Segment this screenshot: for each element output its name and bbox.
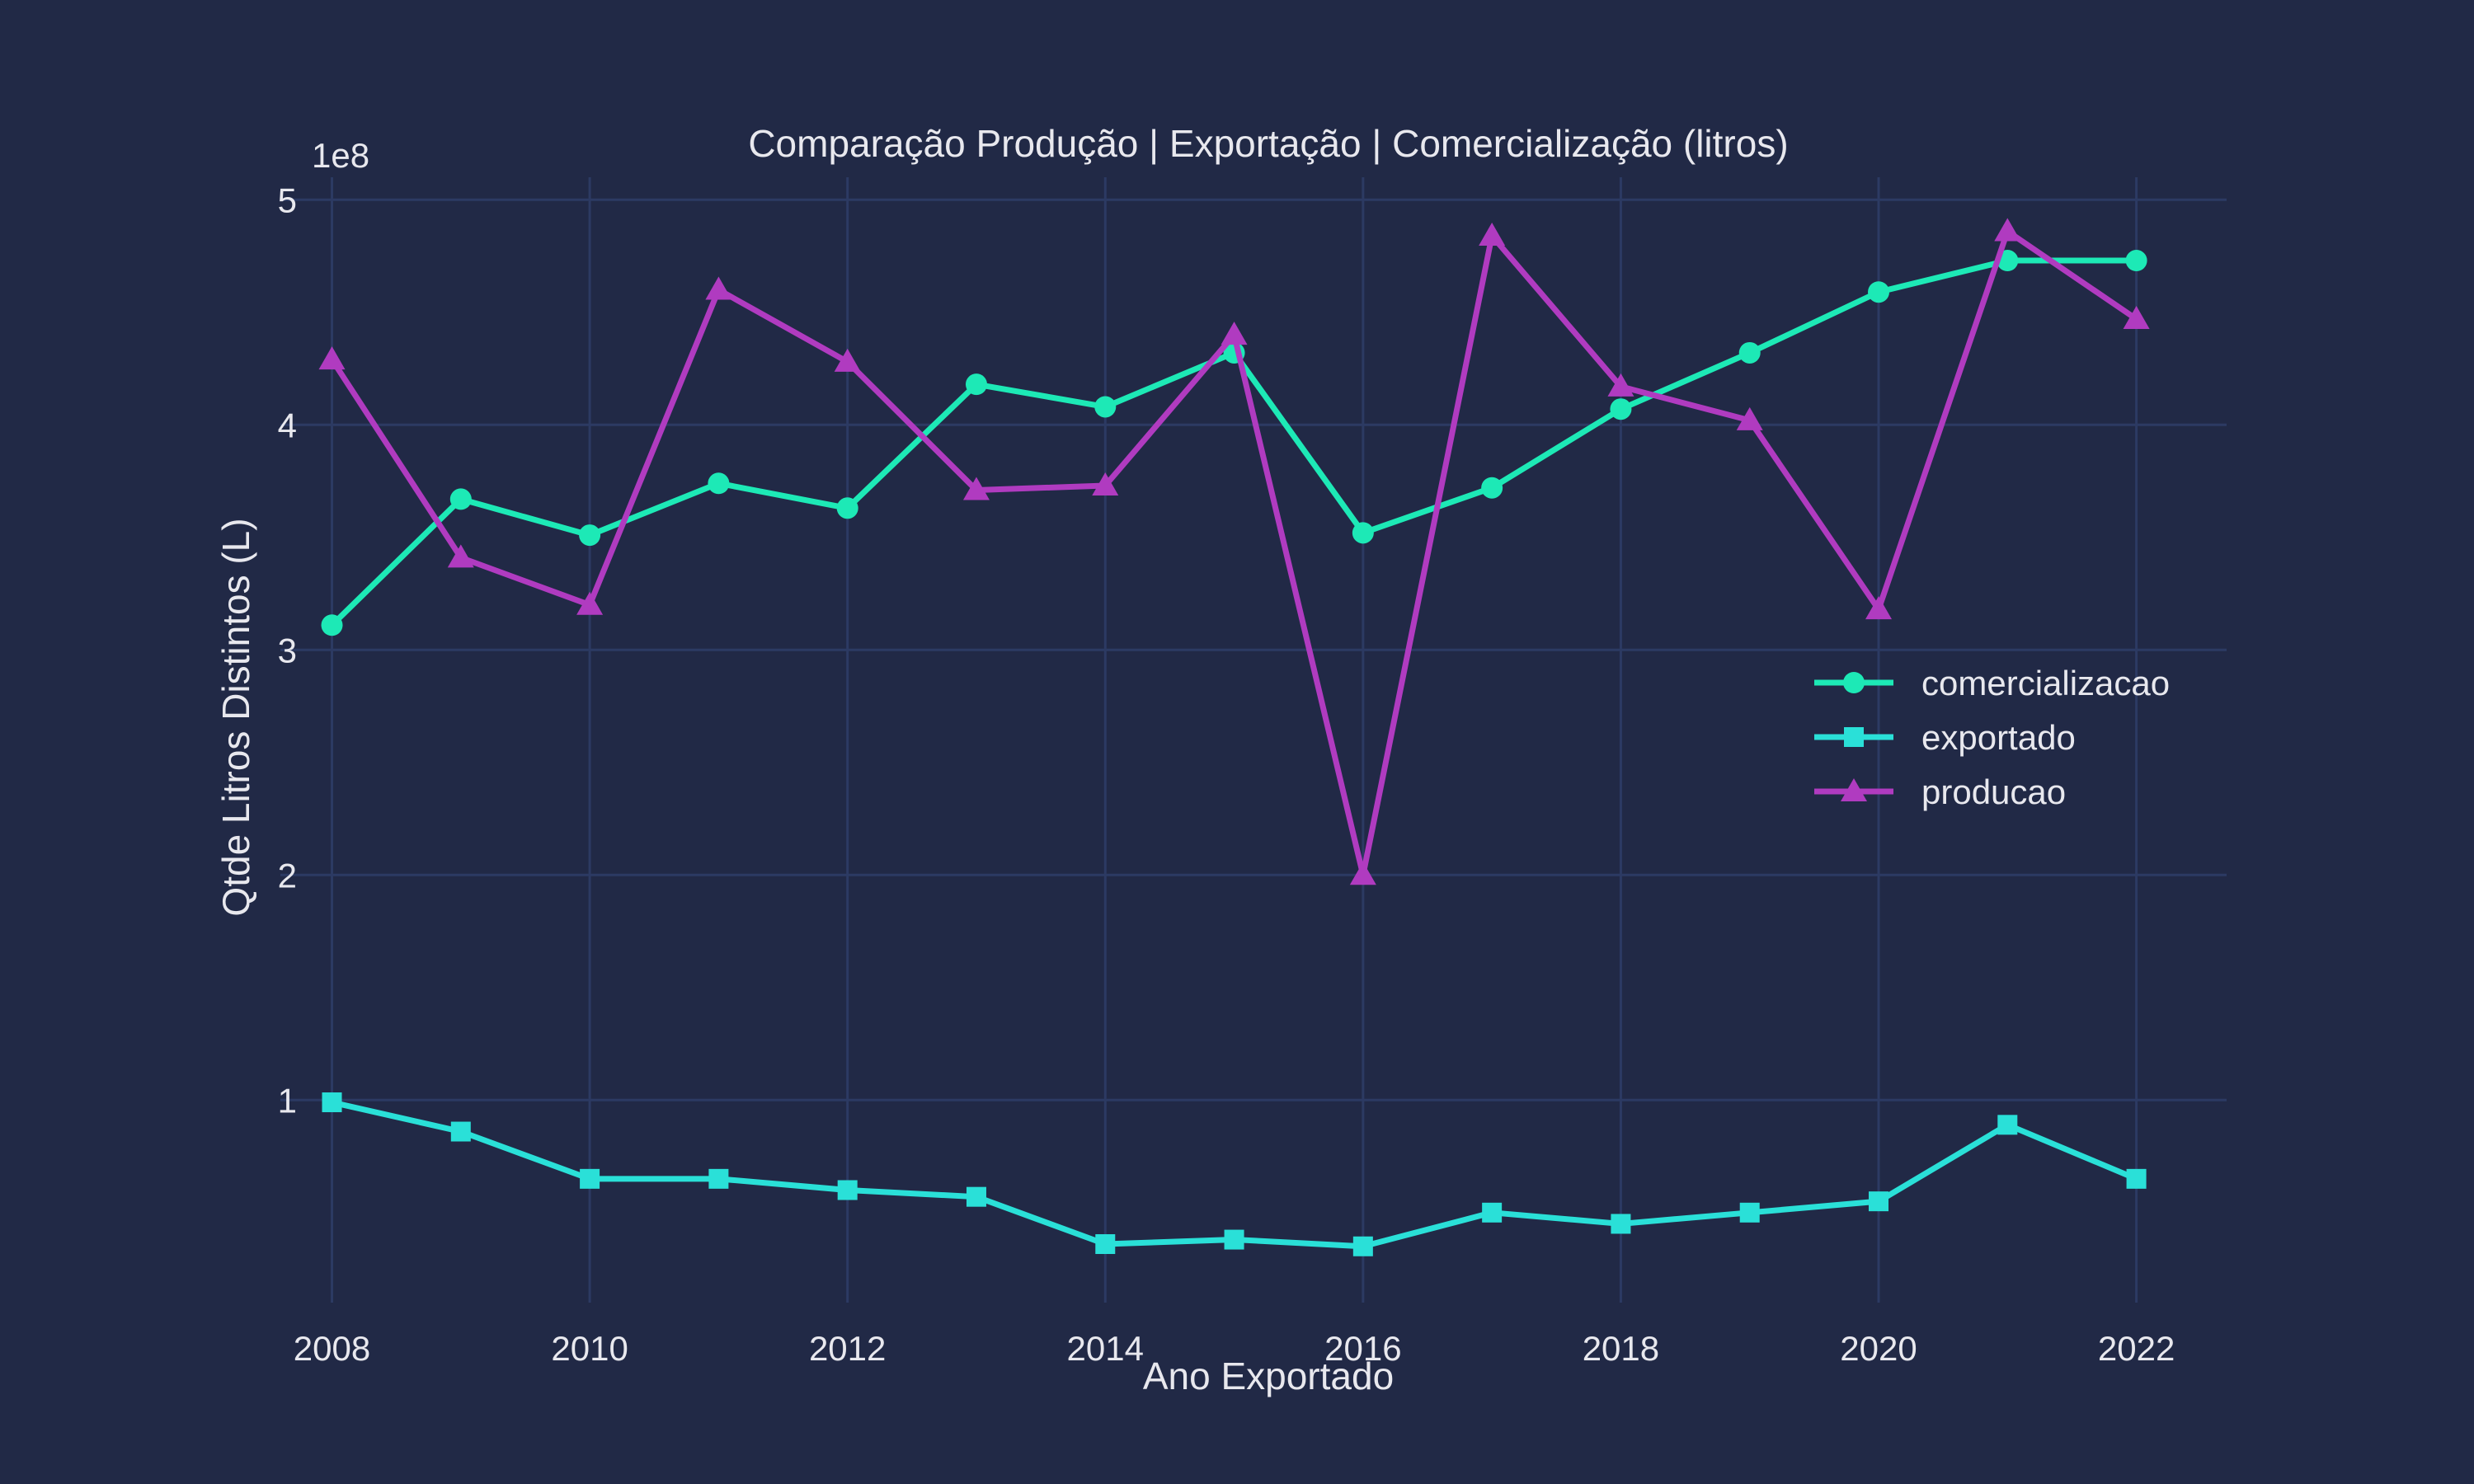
data-point-comercializacao bbox=[1738, 341, 1761, 364]
data-point-comercializacao bbox=[1610, 398, 1632, 420]
data-point-exportado bbox=[1224, 1229, 1244, 1250]
data-point-comercializacao bbox=[1868, 281, 1890, 303]
data-point-producao bbox=[447, 544, 474, 568]
x-axis-label: Ano Exportado bbox=[1143, 1355, 1394, 1397]
y-tick-label: 1 bbox=[278, 1081, 297, 1120]
legend-label: producao bbox=[1921, 773, 2066, 811]
data-point-exportado bbox=[1095, 1234, 1116, 1255]
data-point-comercializacao bbox=[321, 614, 343, 636]
data-point-exportado bbox=[2126, 1168, 2147, 1189]
data-point-comercializacao bbox=[449, 488, 472, 510]
x-tick-label: 2010 bbox=[551, 1329, 628, 1368]
legend-label: comercializacao bbox=[1921, 664, 2170, 702]
data-point-comercializacao bbox=[1481, 477, 1503, 499]
x-tick-label: 2022 bbox=[2098, 1329, 2175, 1368]
y-tick-label: 3 bbox=[278, 631, 297, 669]
x-tick-label: 2020 bbox=[1840, 1329, 1917, 1368]
x-tick-label: 2016 bbox=[1324, 1329, 1401, 1368]
data-point-exportado bbox=[1739, 1202, 1760, 1223]
legend-item-comercializacao: comercializacao bbox=[1814, 664, 2170, 702]
series-comercializacao bbox=[321, 250, 2147, 636]
data-point-exportado bbox=[322, 1092, 342, 1113]
legend-marker-square-icon bbox=[1844, 727, 1864, 747]
data-point-producao bbox=[962, 477, 990, 500]
data-point-producao bbox=[2123, 305, 2150, 329]
data-point-exportado bbox=[966, 1186, 986, 1207]
chart-title: Comparação Produção | Exportação | Comer… bbox=[748, 122, 1788, 165]
data-point-comercializacao bbox=[2125, 250, 2147, 272]
data-point-exportado bbox=[837, 1180, 858, 1200]
data-point-producao bbox=[1092, 472, 1119, 496]
series-producao bbox=[318, 218, 2150, 885]
data-point-producao bbox=[1865, 596, 1893, 620]
data-point-producao bbox=[1349, 862, 1376, 885]
data-point-producao bbox=[834, 348, 861, 372]
data-point-exportado bbox=[1611, 1214, 1631, 1234]
data-point-comercializacao bbox=[965, 373, 987, 396]
data-point-comercializacao bbox=[836, 497, 858, 519]
y-axis-exponent: 1e8 bbox=[312, 136, 369, 175]
data-point-producao bbox=[705, 276, 732, 300]
data-point-comercializacao bbox=[708, 472, 730, 495]
x-tick-label: 2012 bbox=[809, 1329, 886, 1368]
x-tick-label: 2014 bbox=[1067, 1329, 1144, 1368]
grid-lines bbox=[280, 177, 2227, 1303]
data-point-producao bbox=[1607, 373, 1634, 397]
data-point-exportado bbox=[450, 1121, 471, 1142]
data-point-producao bbox=[1736, 406, 1763, 430]
data-point-exportado bbox=[1869, 1191, 1889, 1212]
data-point-comercializacao bbox=[1352, 522, 1374, 544]
data-point-exportado bbox=[1352, 1236, 1373, 1256]
series-layer bbox=[318, 218, 2150, 1256]
x-tick-label: 2008 bbox=[294, 1329, 370, 1368]
legend-item-producao: producao bbox=[1814, 773, 2066, 811]
data-point-producao bbox=[1479, 222, 1506, 246]
x-tick-label: 2018 bbox=[1583, 1329, 1659, 1368]
data-point-exportado bbox=[580, 1168, 600, 1189]
tick-labels: 2008 2010 2012 2014 2016 2018 2020 2022 1 2 3 4 5 bbox=[278, 181, 2175, 1368]
data-point-producao bbox=[576, 591, 604, 615]
data-point-comercializacao bbox=[579, 524, 601, 547]
y-tick-label: 5 bbox=[278, 181, 297, 219]
y-tick-label: 2 bbox=[278, 856, 297, 895]
data-point-producao bbox=[1994, 218, 2021, 242]
data-point-producao bbox=[1221, 322, 1248, 345]
legend-marker-triangle-icon bbox=[1841, 778, 1867, 801]
y-axis-label: Qtde Litros Distintos (L) bbox=[214, 518, 257, 916]
legend-label: exportado bbox=[1921, 718, 2076, 757]
legend-marker-circle-icon bbox=[1843, 672, 1865, 693]
y-tick-label: 4 bbox=[278, 406, 297, 444]
data-point-producao bbox=[318, 346, 346, 370]
series-exportado bbox=[322, 1092, 2147, 1256]
data-point-comercializacao bbox=[1094, 396, 1117, 418]
legend-item-exportado: exportado bbox=[1814, 718, 2076, 757]
data-point-exportado bbox=[1482, 1202, 1503, 1223]
legend: comercializacao exportado producao bbox=[1814, 664, 2170, 811]
data-point-exportado bbox=[708, 1168, 729, 1189]
data-point-exportado bbox=[1997, 1115, 2018, 1135]
